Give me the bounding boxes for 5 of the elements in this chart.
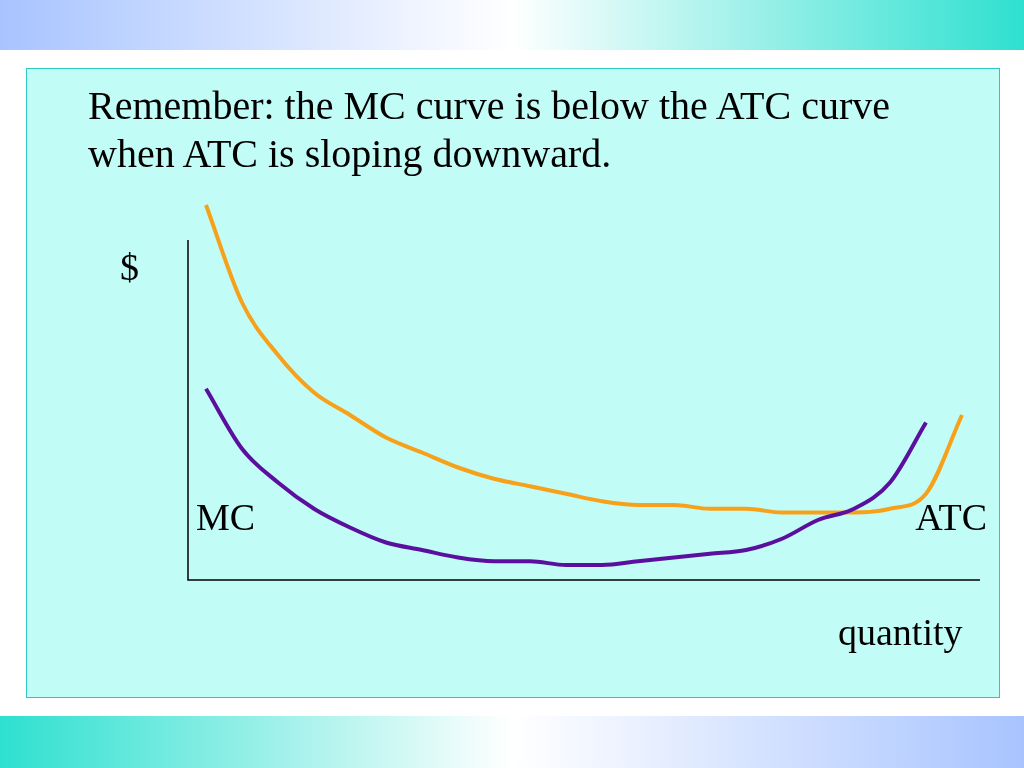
series-label: MC bbox=[196, 495, 256, 538]
x-axis-title: quantity bbox=[838, 610, 963, 654]
series-label: ATC bbox=[915, 495, 987, 538]
y-axis-title: $ bbox=[120, 245, 139, 289]
chart-title: Remember: the MC curve is below the ATC curve when ATC is sloping downward. bbox=[88, 82, 892, 178]
